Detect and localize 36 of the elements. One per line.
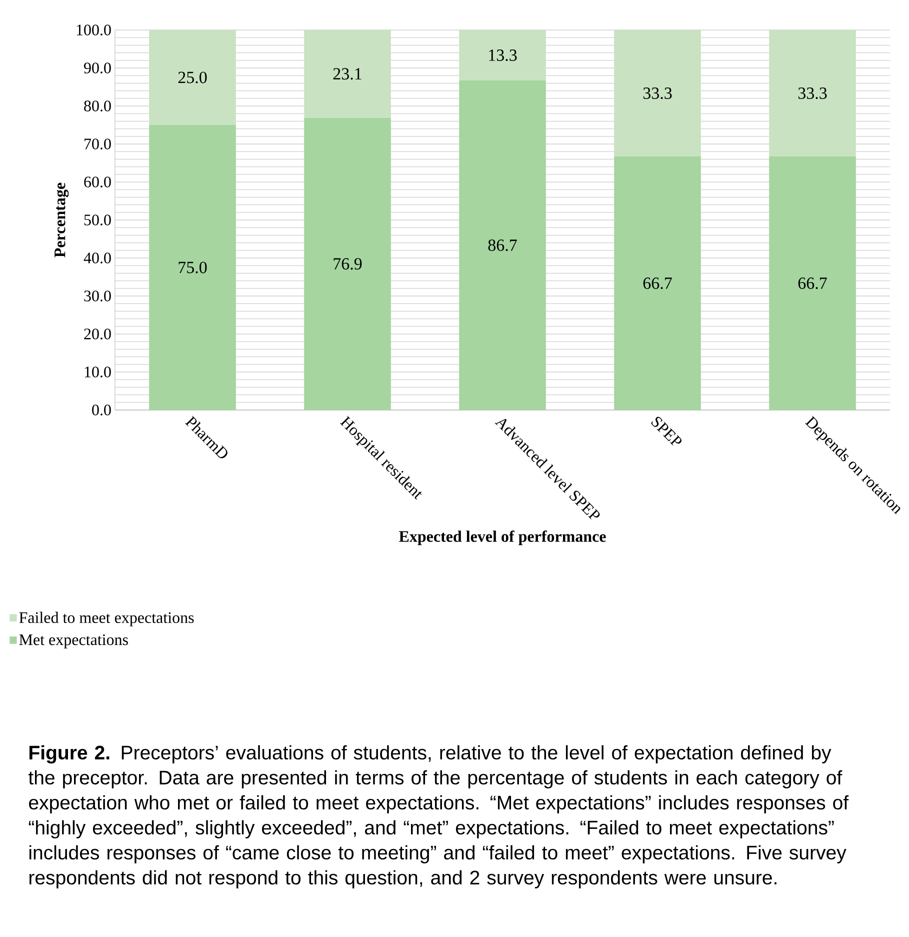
y-tick-label: 30.0 xyxy=(84,290,111,302)
y-tick-label: 80.0 xyxy=(84,100,111,112)
bar xyxy=(459,30,546,81)
data-label: 86.7 xyxy=(488,239,517,252)
bar xyxy=(614,30,701,157)
data-label: 23.1 xyxy=(333,68,362,80)
bar xyxy=(769,156,856,410)
data-label: 75.0 xyxy=(178,262,207,274)
data-label: 76.9 xyxy=(334,258,362,270)
y-axis-title: Percentage xyxy=(54,182,69,258)
data-label: 33.3 xyxy=(643,88,672,100)
x-axis-title: Expected level of performance xyxy=(399,530,606,546)
bar xyxy=(614,156,701,410)
legend-label: Met expectations xyxy=(19,634,128,648)
y-tick-label: 20.0 xyxy=(84,328,111,340)
data-label: 66.7 xyxy=(643,278,672,290)
y-tick-label: 40.0 xyxy=(84,252,111,264)
y-tick-label: 60.0 xyxy=(84,176,111,188)
y-tick-label: 50.0 xyxy=(84,214,111,226)
bar xyxy=(769,30,856,157)
bar xyxy=(149,30,236,126)
bar xyxy=(149,125,236,410)
y-tick-label: 0.0 xyxy=(92,404,111,416)
data-label: 33.3 xyxy=(798,88,827,100)
data-label: 66.7 xyxy=(798,278,827,290)
y-tick-label: 10.0 xyxy=(84,366,111,378)
y-tick-label: 100.0 xyxy=(76,24,111,36)
bar xyxy=(304,30,391,118)
bar xyxy=(304,118,391,410)
data-label: 13.3 xyxy=(489,50,517,62)
data-label: 25.0 xyxy=(178,72,207,84)
legend-label: Failed to meet expectations xyxy=(19,612,194,626)
y-tick-label: 90.0 xyxy=(84,62,111,74)
y-tick-label: 70.0 xyxy=(84,138,111,150)
text: Figure 2. Preceptors’ evaluations of students, relative to the level of expectation defined by the preceptor. Data are presented in terms of the percentage of students in each category of expectation who met or failed to meet expectations. “Met expectations” includes responses of “highly exceeded”, slightly exceeded”, and “met” expectations. “Failed to meet expectations” includes responses of “came close to meeting” and “failed to meet” expectations. Five survey respondents did not respond to this question, and 2 survey respondents were unsure. xyxy=(28,745,849,888)
bar xyxy=(459,80,546,410)
